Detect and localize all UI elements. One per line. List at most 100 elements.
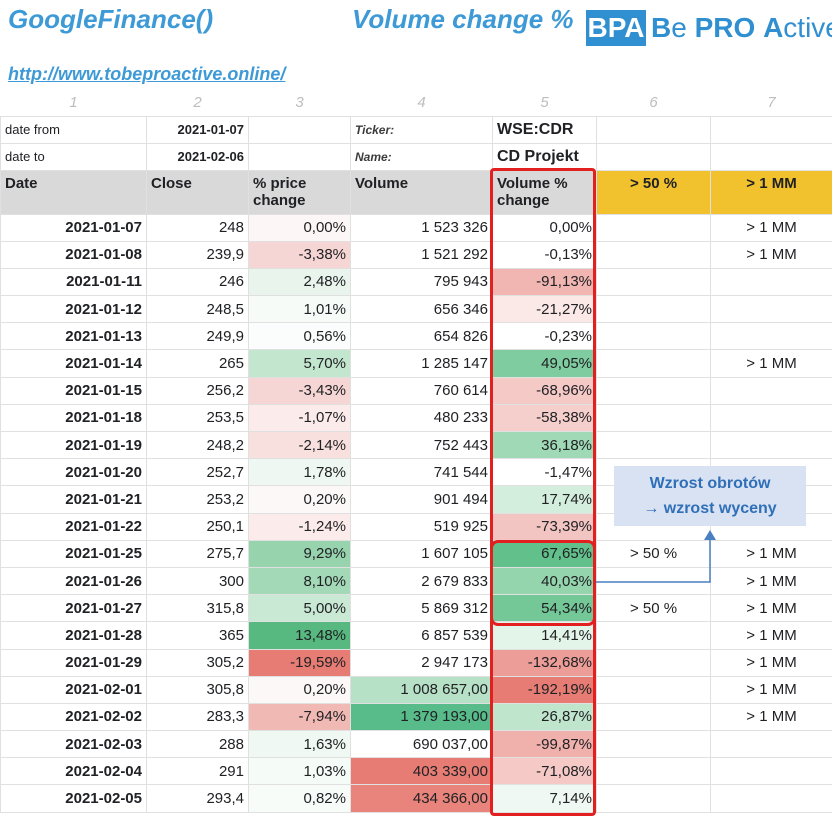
cell-volume[interactable]: 1 379 193,00 [350, 702, 493, 732]
cell-volume[interactable]: 752 443 [350, 430, 493, 460]
cell-volume[interactable]: 2 947 173 [350, 648, 493, 677]
empty-cell[interactable] [248, 115, 351, 144]
date-to-label[interactable]: date to [0, 142, 147, 171]
cell-volume[interactable]: 1 285 147 [350, 349, 493, 378]
cell-date[interactable]: 2021-01-20 [0, 458, 147, 487]
cell-volume-change[interactable]: -0,13% [492, 240, 597, 269]
cell-date[interactable]: 2021-02-04 [0, 757, 147, 786]
cell-price-change[interactable]: 0,82% [248, 784, 351, 813]
cell-gt1mm-flag[interactable]: > 1 MM [710, 648, 832, 677]
cell-volume-change[interactable]: 0,00% [492, 213, 597, 242]
cell-date[interactable]: 2021-01-26 [0, 566, 147, 596]
cell-gt50-flag[interactable] [596, 240, 711, 269]
cell-gt50-flag[interactable] [596, 757, 711, 786]
cell-volume[interactable]: 1 523 326 [350, 213, 493, 242]
cell-price-change[interactable]: -1,07% [248, 403, 351, 433]
cell-close[interactable]: 305,8 [146, 675, 249, 704]
cell-gt50-flag[interactable] [596, 349, 711, 378]
cell-volume-change[interactable]: 26,87% [492, 702, 597, 732]
cell-price-change[interactable]: 5,70% [248, 349, 351, 378]
cell-price-change[interactable]: -2,14% [248, 430, 351, 460]
cell-close[interactable]: 253,2 [146, 485, 249, 514]
cell-close[interactable]: 249,9 [146, 322, 249, 351]
cell-gt50-flag[interactable] [596, 784, 711, 813]
cell-gt1mm-flag[interactable] [710, 757, 832, 786]
cell-gt50-flag[interactable] [596, 702, 711, 732]
cell-close[interactable]: 246 [146, 267, 249, 297]
name-label[interactable]: Name: [350, 142, 493, 171]
cell-price-change[interactable]: -7,94% [248, 702, 351, 732]
cell-close[interactable]: 256,2 [146, 376, 249, 405]
cell-price-change[interactable]: 0,00% [248, 213, 351, 242]
cell-volume-change[interactable]: 67,65% [492, 539, 597, 568]
cell-volume-change[interactable]: 17,74% [492, 485, 597, 514]
date-from-value[interactable]: 2021-01-07 [146, 115, 249, 144]
header-price-change[interactable]: % price change [248, 169, 351, 215]
cell-volume[interactable]: 1 008 657,00 [350, 675, 493, 704]
cell-date[interactable]: 2021-02-05 [0, 784, 147, 813]
cell-price-change[interactable]: -19,59% [248, 648, 351, 677]
cell-gt1mm-flag[interactable] [710, 430, 832, 460]
cell-close[interactable]: 293,4 [146, 784, 249, 813]
cell-close[interactable]: 265 [146, 349, 249, 378]
cell-price-change[interactable]: 1,63% [248, 730, 351, 759]
cell-close[interactable]: 300 [146, 566, 249, 596]
cell-gt1mm-flag[interactable]: > 1 MM [710, 594, 832, 623]
cell-date[interactable]: 2021-01-19 [0, 430, 147, 460]
cell-gt1mm-flag[interactable] [710, 403, 832, 433]
cell-gt50-flag[interactable] [596, 213, 711, 242]
cell-close[interactable]: 283,3 [146, 702, 249, 732]
cell-close[interactable]: 365 [146, 621, 249, 650]
cell-volume-change[interactable]: 54,34% [492, 594, 597, 623]
name-value[interactable]: CD Projekt [492, 142, 597, 171]
cell-volume[interactable]: 760 614 [350, 376, 493, 405]
header-close[interactable]: Close [146, 169, 249, 215]
cell-volume-change[interactable]: 49,05% [492, 349, 597, 378]
cell-gt1mm-flag[interactable]: > 1 MM [710, 213, 832, 242]
cell-date[interactable]: 2021-01-27 [0, 594, 147, 623]
cell-volume[interactable]: 795 943 [350, 267, 493, 297]
cell-volume-change[interactable]: 7,14% [492, 784, 597, 813]
cell-close[interactable]: 248 [146, 213, 249, 242]
cell-gt1mm-flag[interactable] [710, 322, 832, 351]
cell-date[interactable]: 2021-01-28 [0, 621, 147, 650]
cell-volume-change[interactable]: -0,23% [492, 322, 597, 351]
cell-price-change[interactable]: 1,03% [248, 757, 351, 786]
empty-cell[interactable] [596, 142, 711, 171]
cell-volume[interactable]: 480 233 [350, 403, 493, 433]
cell-price-change[interactable]: 8,10% [248, 566, 351, 596]
empty-cell[interactable] [596, 115, 711, 144]
cell-gt1mm-flag[interactable]: > 1 MM [710, 702, 832, 732]
cell-date[interactable]: 2021-01-18 [0, 403, 147, 433]
cell-date[interactable]: 2021-02-02 [0, 702, 147, 732]
cell-date[interactable]: 2021-01-13 [0, 322, 147, 351]
ticker-label[interactable]: Ticker: [350, 115, 493, 144]
cell-volume[interactable]: 690 037,00 [350, 730, 493, 759]
cell-volume[interactable]: 403 339,00 [350, 757, 493, 786]
cell-price-change[interactable]: 0,20% [248, 485, 351, 514]
cell-date[interactable]: 2021-01-12 [0, 295, 147, 324]
cell-volume-change[interactable]: -132,68% [492, 648, 597, 677]
cell-gt1mm-flag[interactable]: > 1 MM [710, 539, 832, 568]
cell-price-change[interactable]: 5,00% [248, 594, 351, 623]
cell-volume-change[interactable]: 36,18% [492, 430, 597, 460]
cell-gt50-flag[interactable] [596, 566, 711, 596]
cell-gt50-flag[interactable] [596, 648, 711, 677]
cell-price-change[interactable]: 2,48% [248, 267, 351, 297]
cell-close[interactable]: 239,9 [146, 240, 249, 269]
cell-price-change[interactable]: 1,01% [248, 295, 351, 324]
cell-date[interactable]: 2021-01-14 [0, 349, 147, 378]
cell-date[interactable]: 2021-02-01 [0, 675, 147, 704]
cell-date[interactable]: 2021-01-29 [0, 648, 147, 677]
cell-close[interactable]: 315,8 [146, 594, 249, 623]
cell-close[interactable]: 253,5 [146, 403, 249, 433]
cell-volume-change[interactable]: 14,41% [492, 621, 597, 650]
empty-cell[interactable] [248, 142, 351, 171]
cell-gt50-flag[interactable] [596, 267, 711, 297]
cell-volume[interactable]: 1 521 292 [350, 240, 493, 269]
cell-volume[interactable]: 901 494 [350, 485, 493, 514]
cell-date[interactable]: 2021-01-15 [0, 376, 147, 405]
cell-price-change[interactable]: -3,43% [248, 376, 351, 405]
cell-volume-change[interactable]: -192,19% [492, 675, 597, 704]
cell-volume-change[interactable]: -91,13% [492, 267, 597, 297]
